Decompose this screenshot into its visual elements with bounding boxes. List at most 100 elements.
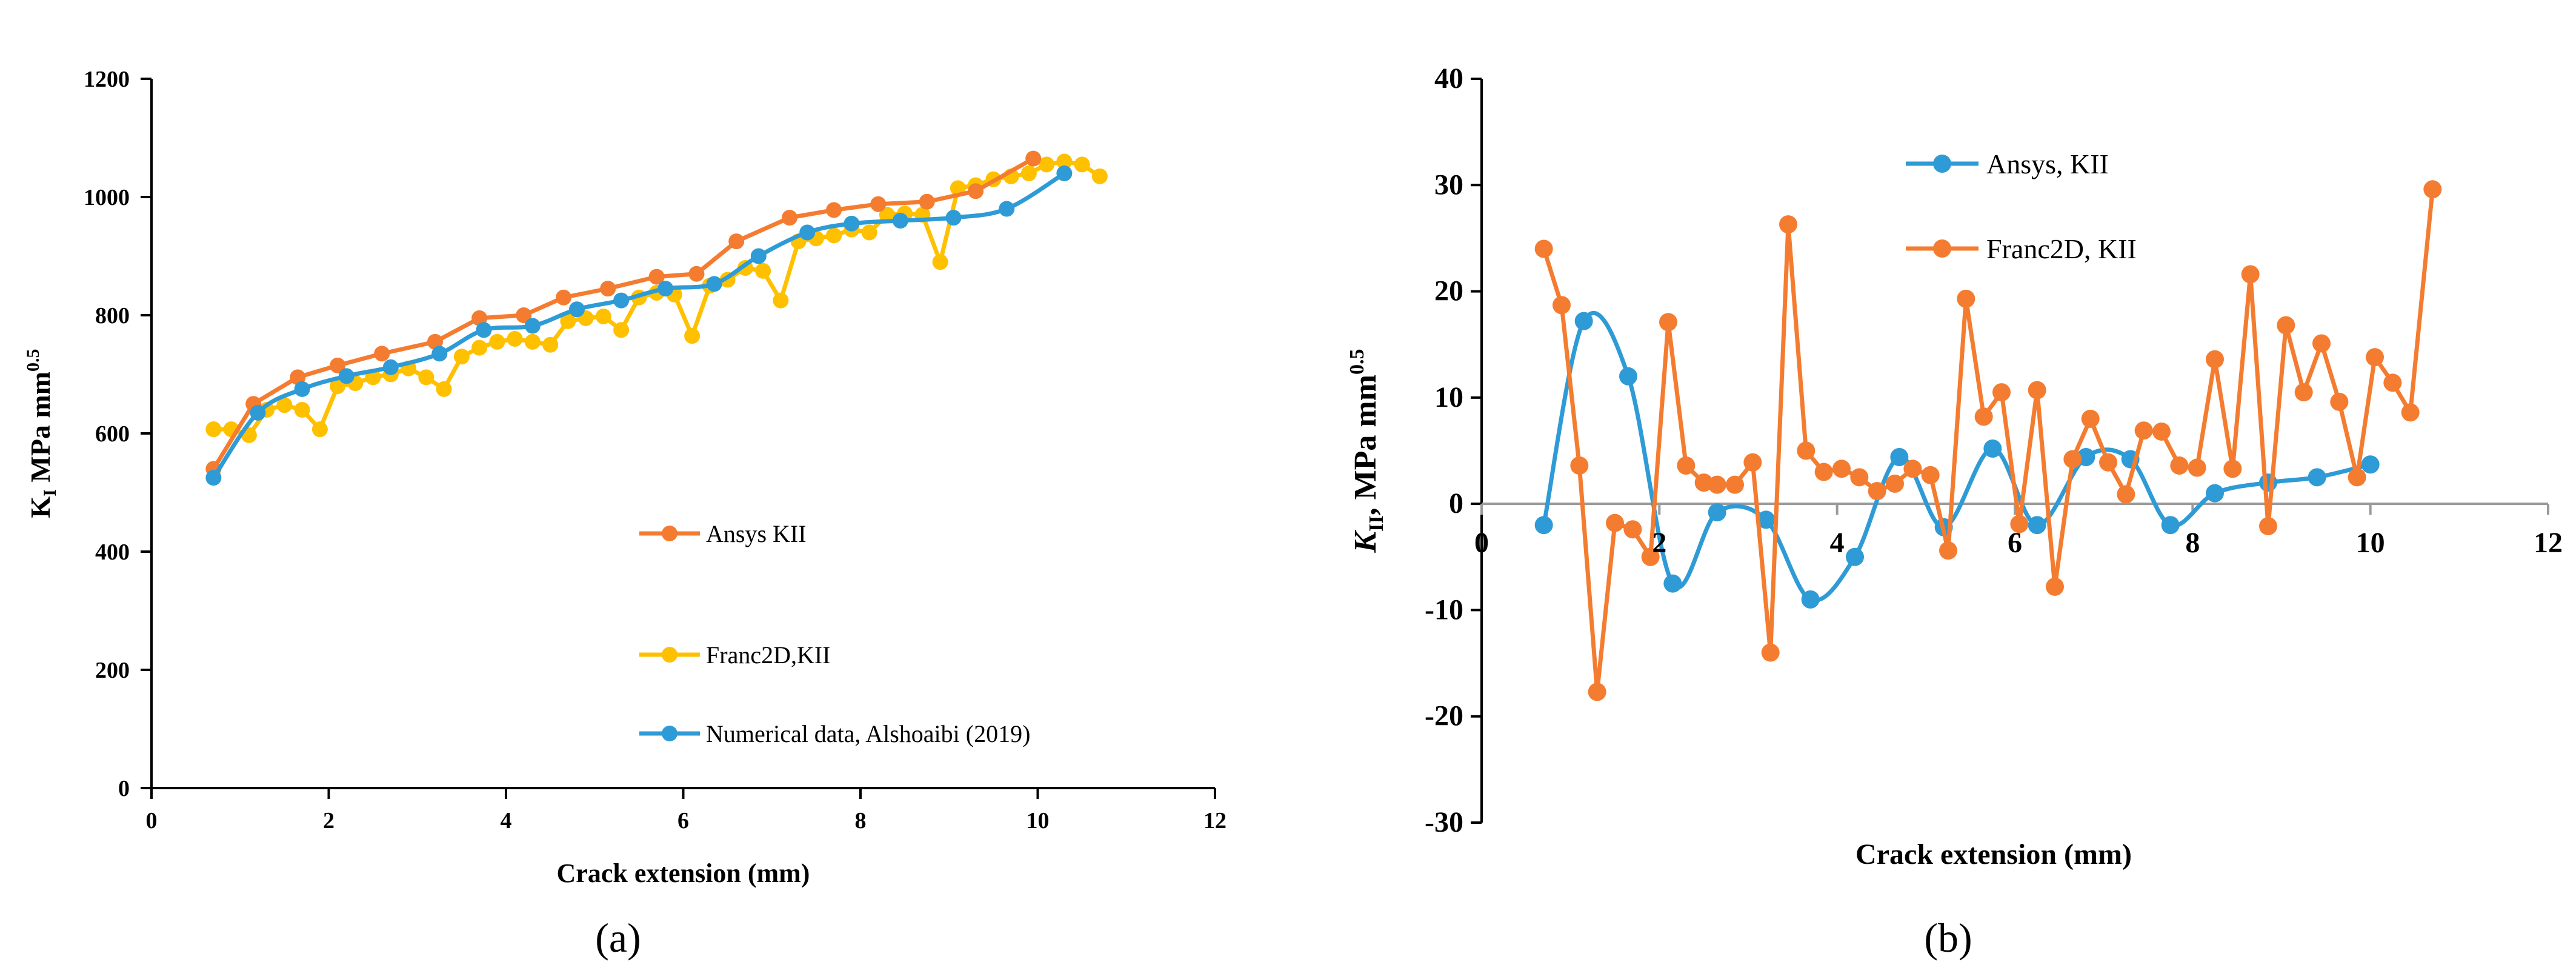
chart-b-data-point	[2188, 458, 2206, 477]
chart-b-data-point	[1708, 503, 1726, 522]
chart-a-x-tick-label: 2	[323, 808, 334, 834]
chart-b-x-axis-label: Crack extension (mm)	[1855, 838, 2132, 870]
chart-a-data-point	[516, 307, 532, 323]
chart-b-legend-swatch-marker	[1933, 239, 1951, 258]
chart-a-data-point	[1074, 156, 1090, 173]
chart-a-data-point	[524, 318, 541, 334]
chart-a-data-point	[782, 210, 797, 226]
chart-a-data-point	[919, 193, 935, 210]
chart-a-y-tick-label: 400	[95, 540, 130, 565]
chart-b-data-point	[2117, 485, 2135, 504]
chart-a-data-point	[1056, 153, 1073, 170]
chart-b-data-point	[1992, 383, 2011, 402]
chart-b-data-point	[1663, 574, 1682, 593]
chart-b-data-point	[1570, 456, 1589, 475]
chart-a-data-point	[431, 346, 448, 362]
chart-a-data-point	[892, 213, 908, 229]
chart-a-data-point	[330, 357, 346, 373]
chart-b-legend-item: Franc2D, KII	[1906, 233, 2137, 264]
chart-a-series-line	[211, 172, 1066, 479]
chart-a-data-point	[524, 333, 541, 350]
chart-b-data-point	[1890, 448, 1909, 467]
chart-b-legend-label: Ansys, KII	[1986, 149, 2109, 179]
chart-panel-a: 0 200 400 600 800 1000 1200 0 2 4 6 8 10 12 Crack ext…	[23, 67, 1226, 961]
chart-a-data-point	[476, 322, 492, 338]
chart-a-data-point	[453, 349, 470, 365]
chart-a-legend-item: Numerical data, Alshoaibi (2019)	[639, 720, 1030, 747]
chart-a-data-point	[999, 201, 1015, 217]
chart-a-series	[205, 150, 1108, 486]
chart-panel-b: -30 -20 -10 0 10 20 30 40 0 2 4 6 8 10 12 Crack extens…	[1346, 62, 2563, 961]
chart-a-data-point	[750, 248, 767, 264]
chart-a-data-point	[1039, 156, 1055, 173]
chart-a-data-point	[773, 292, 789, 309]
chart-a-data-point	[290, 369, 306, 386]
chart-b-y-tick-label: 20	[1434, 275, 1463, 307]
chart-b-data-point	[1619, 367, 1637, 386]
chart-b-data-point	[1708, 475, 1726, 494]
chart-b-series-line	[1542, 189, 2435, 694]
chart-a-legend-label: Numerical data, Alshoaibi (2019)	[706, 720, 1030, 747]
chart-b-tick-labels: -30 -20 -10 0 10 20 30 40 0 2 4 6 8 10 12	[1425, 62, 2563, 838]
chart-b-data-point	[1641, 547, 1660, 566]
chart-b-legend: Ansys, KII Franc2D, KII	[1906, 149, 2137, 264]
chart-b-data-point	[1743, 453, 1762, 472]
chart-a-data-point	[945, 210, 962, 226]
chart-a-data-point	[657, 281, 674, 297]
chart-a-y-tick-label: 0	[118, 776, 130, 801]
chart-b-data-point	[1677, 456, 1696, 475]
chart-b-legend-swatch-marker	[1933, 155, 1951, 173]
chart-a-x-tick-label: 0	[146, 808, 158, 834]
chart-a-data-point	[684, 328, 701, 344]
chart-b-data-point	[1757, 510, 1776, 529]
chart-a-x-tick-label: 12	[1203, 808, 1226, 834]
chart-b-data-point	[2081, 409, 2100, 428]
chart-b-data-point	[2383, 373, 2402, 392]
chart-b-data-point	[1921, 466, 1940, 484]
chart-b-data-point	[1903, 459, 1922, 478]
chart-a-data-point	[932, 254, 948, 270]
chart-b-data-point	[1868, 482, 1886, 501]
chart-b-y-tick-label: 30	[1434, 169, 1463, 201]
chart-a-data-point	[728, 233, 745, 250]
chart-a-y-tick-label: 200	[95, 658, 130, 683]
chart-b-y-tick-label: -20	[1425, 700, 1463, 732]
chart-a-legend-swatch-marker	[662, 647, 677, 663]
chart-a-data-point	[374, 346, 390, 362]
chart-b-data-point	[1761, 643, 1780, 662]
chart-b-data-point	[1534, 239, 1553, 258]
chart-a-data-point	[826, 202, 842, 218]
chart-a-data-point	[250, 404, 266, 421]
chart-a-data-point	[688, 266, 705, 282]
chart-b-data-point	[2294, 383, 2313, 402]
chart-b-data-point	[2170, 456, 2189, 475]
chart-a-y-tick-label: 1200	[84, 67, 130, 92]
chart-a-legend-swatch-marker	[662, 526, 677, 541]
chart-b-data-point	[2206, 350, 2224, 369]
chart-a-data-point	[294, 381, 310, 397]
chart-a-y-tick-label: 600	[95, 421, 130, 447]
chart-a-data-point	[1056, 165, 1073, 181]
chart-b-data-point	[1534, 516, 1553, 535]
caption-b: (b)	[1924, 915, 1972, 961]
chart-a-data-point	[613, 292, 630, 309]
chart-b-data-point	[2277, 316, 2295, 335]
chart-b-data-point	[2152, 422, 2171, 441]
chart-a-data-point	[276, 397, 293, 413]
chart-a-data-point	[861, 224, 877, 241]
chart-b-data-point	[1846, 547, 1864, 566]
chart-b-x-tick-label: 6	[2008, 527, 2022, 559]
chart-b-data-point	[1957, 289, 1975, 308]
chart-b-data-point	[2046, 577, 2064, 596]
chart-a-series-0	[205, 150, 1042, 477]
chart-b-data-point	[2028, 516, 2046, 535]
chart-b-data-point	[1659, 313, 1677, 332]
chart-a-tick-labels: 0 200 400 600 800 1000 1200 0 2 4 6 8 10 12	[84, 67, 1226, 834]
chart-a-data-point	[968, 183, 984, 199]
chart-a-data-point	[427, 333, 443, 350]
chart-b-data-point	[2206, 484, 2224, 503]
chart-b-data-point	[1726, 475, 1744, 494]
chart-a-legend-label: Ansys KII	[706, 520, 807, 547]
chart-b-data-point	[1574, 312, 1593, 330]
chart-a-data-point	[600, 281, 616, 297]
